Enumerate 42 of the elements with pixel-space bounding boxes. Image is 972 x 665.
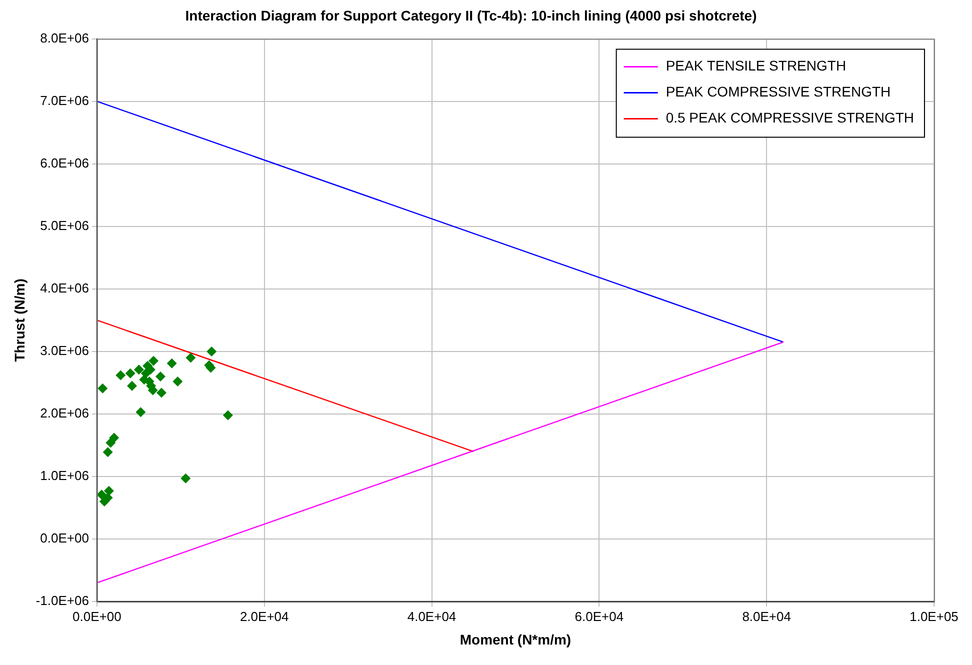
x-tick-label: 4.0E+04 [407, 608, 456, 624]
y-tick-label: 1.0E+06 [40, 468, 89, 484]
point [222, 410, 233, 420]
point [102, 447, 113, 458]
point [155, 371, 166, 382]
point [96, 490, 107, 500]
x-tick-label: 6.0E+04 [574, 608, 624, 624]
legend-label: 0.5 PEAK COMPRESSIVE STRENGTH [666, 110, 914, 126]
point [172, 376, 183, 386]
x-tick-label: 2.0E+04 [240, 608, 289, 624]
y-tick-label: 0.0E+00 [40, 530, 89, 546]
y-tick-label: 2.0E+06 [40, 406, 89, 421]
x-axis-title: Moment (N*m/m) [460, 631, 572, 648]
y-tick-label: -1.0E+06 [36, 593, 89, 608]
x-tick-label: 1.0E+05 [910, 608, 958, 624]
point [206, 346, 217, 356]
y-tick-label: 3.0E+06 [40, 343, 89, 358]
point [125, 368, 136, 378]
legend-label: PEAK COMPRESSIVE STRENGTH [666, 84, 891, 100]
point [99, 496, 110, 507]
x-tick-label: 8.0E+04 [742, 608, 791, 624]
y-tick-label: 5.0E+06 [40, 218, 89, 233]
point [126, 380, 137, 391]
x-tick-label: 0.0E+00 [72, 608, 122, 624]
point [136, 407, 146, 418]
legend-label: PEAK TENSILE STRENGTH [666, 58, 846, 74]
point [166, 358, 177, 368]
y-tick-label: 7.0E+06 [40, 92, 89, 108]
point [156, 388, 166, 398]
y-tick-label: 4.0E+06 [40, 280, 89, 296]
point [180, 473, 191, 484]
point [134, 364, 144, 375]
point [186, 352, 196, 363]
y-axis-title: Thrust (N/m) [11, 278, 28, 362]
point [106, 438, 116, 448]
chart-title: Interaction Diagram for Support Category II (Tc-4b): 10-inch lining (4000 psi shotcrete) [185, 7, 757, 24]
point [98, 383, 108, 394]
y-tick-label: 6.0E+06 [40, 155, 89, 170]
y-tick-label: 8.0E+06 [40, 30, 89, 46]
point [104, 486, 114, 496]
point [148, 356, 159, 366]
point [116, 370, 126, 380]
